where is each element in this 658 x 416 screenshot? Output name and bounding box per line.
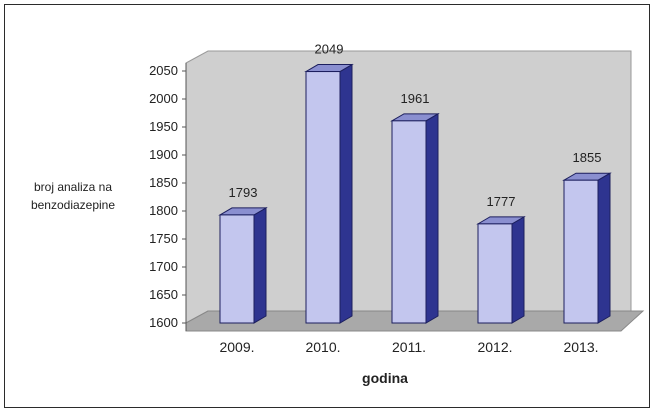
x-axis-title: godina	[362, 370, 408, 386]
bar-front-face	[477, 223, 513, 324]
bars: 1793 2049 1961 1777 1855	[218, 42, 612, 324]
y-tick-label-1800: 1800	[149, 203, 178, 218]
y-tick-label-2050: 2050	[149, 63, 178, 78]
bar-side-face	[597, 172, 611, 324]
bar-front-face	[219, 214, 255, 324]
x-tick-label-2012.: 2012.	[477, 339, 512, 355]
x-tick-label-2011.: 2011.	[392, 339, 426, 355]
bar-front-face	[305, 71, 341, 324]
y-tick-label-2000: 2000	[149, 91, 178, 106]
y-tick-label-1600: 1600	[149, 315, 178, 330]
y-axis-ticks: 1600 1650 1700 1750 1800 1850 1900 1950 2000 2050	[149, 63, 186, 330]
y-tick-label-1850: 1850	[149, 175, 178, 190]
bar-side-face	[425, 112, 439, 324]
data-label-2013.: 1855	[573, 150, 602, 165]
x-axis-labels: 2009. 2010. 2011. 2012. 2013.	[219, 339, 598, 355]
bar-side-face	[253, 207, 267, 324]
bar-front-face	[391, 120, 427, 324]
bar-side-face	[339, 63, 353, 324]
bar-side-face	[511, 216, 525, 324]
chart-frame: 1600 1650 1700 1750 1800 1850 1900 1950 2000 2050…	[4, 4, 650, 408]
x-tick-label-2009.: 2009.	[219, 339, 254, 355]
data-label-2009.: 1793	[229, 185, 258, 200]
data-label-2010.: 2049	[315, 42, 344, 57]
y-tick-label-1950: 1950	[149, 119, 178, 134]
bar-2013.: 1855	[562, 150, 612, 324]
y-tick-label-1900: 1900	[149, 147, 178, 162]
data-label-2011.: 1961	[401, 91, 430, 106]
y-tick-label-1650: 1650	[149, 287, 178, 302]
y-axis-title: broj analiza na benzodiazepine	[31, 180, 115, 212]
y-axis-title-line-2: benzodiazepine	[31, 198, 115, 212]
bar-2012.: 1777	[476, 194, 526, 324]
x-tick-label-2013.: 2013.	[563, 339, 598, 355]
y-tick-label-1700: 1700	[149, 259, 178, 274]
x-tick-label-2010.: 2010.	[305, 339, 340, 355]
bar-front-face	[563, 179, 599, 324]
bar-2010.: 2049	[304, 42, 354, 324]
bar-2011.: 1961	[390, 91, 440, 324]
bar-2009.: 1793	[218, 185, 268, 324]
bar-chart: 1600 1650 1700 1750 1800 1850 1900 1950 2000 2050…	[31, 42, 645, 386]
y-axis-title-line-1: broj analiza na	[34, 180, 112, 194]
data-label-2012.: 1777	[487, 194, 516, 209]
y-tick-label-1750: 1750	[149, 231, 178, 246]
